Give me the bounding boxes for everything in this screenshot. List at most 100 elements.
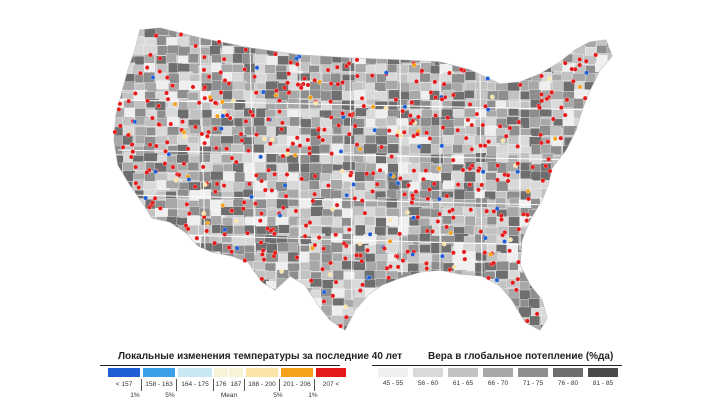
county-cell: [114, 199, 126, 211]
station-dot: [505, 172, 511, 178]
station-dot: [414, 79, 419, 84]
county-cell: [308, 44, 323, 55]
station-dot: [214, 181, 220, 187]
county-cell: [420, 100, 431, 110]
station-dot: [261, 257, 267, 262]
station-dot: [534, 311, 540, 317]
county-cell: [341, 90, 355, 100]
station-dot: [150, 75, 156, 80]
county-cell: [232, 335, 242, 345]
station-dot: [316, 235, 322, 240]
station-dot: [410, 193, 415, 198]
station-dot: [212, 126, 218, 132]
county-cell: [585, 289, 600, 300]
station-dot: [258, 154, 263, 160]
station-dot: [339, 168, 345, 174]
station-dot: [538, 140, 544, 146]
county-cell: [354, 71, 366, 82]
county-cell: [441, 316, 453, 327]
county-cell: [309, 163, 324, 173]
county-cell: [114, 234, 126, 244]
station-dot: [372, 127, 378, 133]
county-cell: [550, 53, 562, 63]
county-cell: [408, 28, 419, 37]
county-cell: [552, 188, 564, 199]
county-cell: [155, 280, 169, 292]
county-cell: [607, 82, 612, 92]
county-cell: [135, 217, 147, 229]
station-dot: [416, 114, 421, 120]
county-cell: [562, 145, 576, 157]
station-dot: [445, 115, 451, 121]
temperature-marker-label: 5%: [273, 392, 283, 399]
county-cell: [155, 297, 167, 310]
station-dot: [357, 241, 363, 247]
county-cell: [607, 136, 612, 148]
county-cell: [583, 207, 595, 216]
station-dot: [150, 115, 155, 121]
county-cell: [114, 162, 123, 172]
county-cell: [222, 297, 233, 308]
station-dot: [280, 153, 286, 159]
county-cell: [562, 154, 574, 166]
county-cell: [473, 54, 488, 65]
county-cell: [574, 298, 585, 309]
county-cell: [562, 36, 573, 47]
county-cell: [232, 305, 244, 315]
station-dot: [433, 113, 438, 118]
county-cell: [584, 109, 598, 120]
temperature-swatch: [229, 368, 243, 377]
county-cell: [509, 334, 520, 343]
station-dot: [190, 84, 196, 90]
county-cell: [221, 325, 236, 330]
station-dot: [393, 97, 399, 102]
county-cell: [420, 307, 433, 316]
county-cell: [309, 315, 324, 325]
station-dot: [259, 178, 264, 184]
station-dot: [486, 139, 492, 145]
county-cell: [541, 225, 556, 237]
county-cell: [396, 35, 411, 47]
station-dot: [500, 232, 505, 238]
county-cell: [486, 306, 498, 318]
county-cell: [165, 279, 177, 289]
station-dot: [305, 137, 311, 143]
station-dot: [325, 67, 331, 73]
station-dot: [447, 70, 452, 76]
county-cell: [396, 45, 408, 56]
county-cell: [539, 81, 551, 91]
county-cell: [473, 28, 484, 40]
station-dot: [292, 152, 298, 158]
station-dot: [344, 192, 350, 198]
station-dot: [510, 280, 516, 285]
county-cell: [363, 28, 375, 39]
station-dot: [222, 78, 228, 83]
station-dot: [562, 112, 568, 118]
station-dot: [248, 109, 253, 115]
county-cell: [583, 279, 597, 290]
county-cell: [265, 270, 276, 280]
station-dot: [158, 205, 163, 211]
county-cell: [451, 28, 463, 37]
station-dot: [424, 228, 430, 234]
station-dot: [389, 154, 394, 159]
county-cell: [253, 325, 268, 330]
station-dot: [538, 132, 543, 138]
station-dot: [254, 65, 260, 71]
county-cell: [596, 287, 608, 299]
station-dot: [406, 182, 411, 188]
county-cell: [397, 271, 412, 282]
county-cell: [189, 324, 203, 330]
county-cell: [114, 56, 124, 65]
county-cell: [188, 271, 201, 281]
county-cell: [364, 279, 377, 288]
station-dot: [537, 105, 542, 111]
county-cell: [552, 80, 565, 92]
county-cell: [496, 180, 509, 192]
station-dot: [577, 84, 583, 90]
county-cell: [497, 280, 509, 290]
county-cell: [429, 296, 444, 308]
county-cell: [209, 323, 224, 330]
county-cell: [562, 91, 576, 100]
station-dot: [182, 134, 188, 139]
